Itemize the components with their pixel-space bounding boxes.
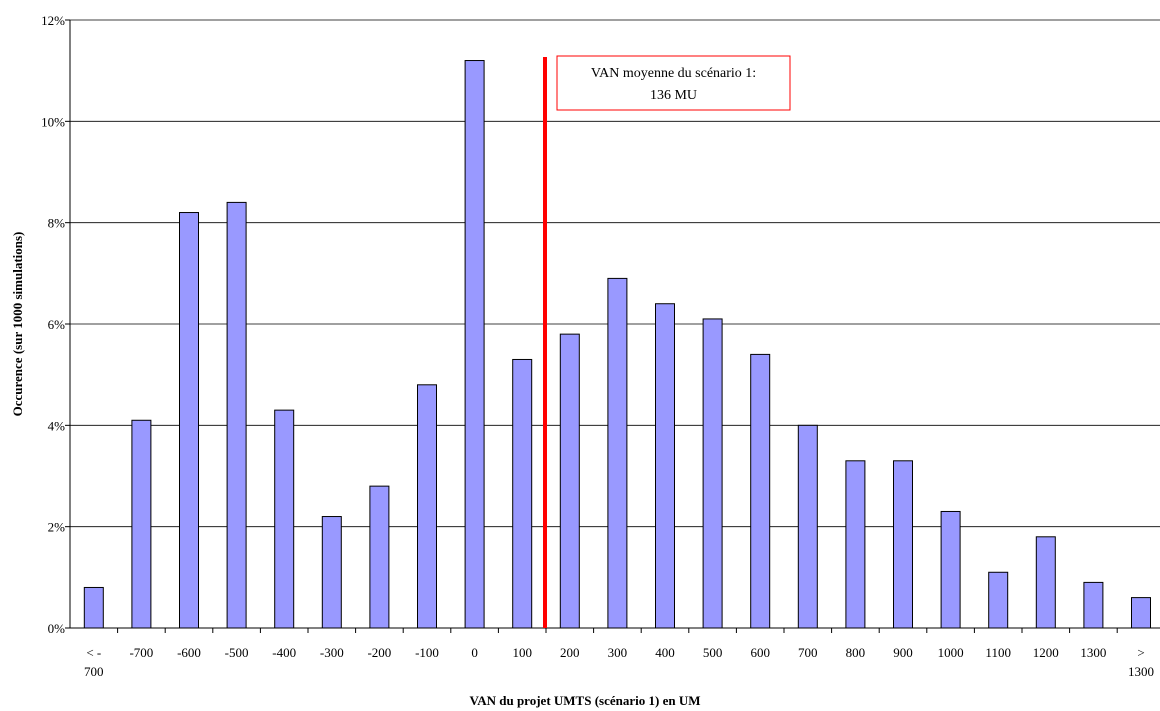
x-tick-label: 1000 — [938, 645, 964, 660]
y-tick-label: 6% — [48, 317, 66, 332]
x-tick-label: 600 — [750, 645, 770, 660]
bar — [274, 409, 295, 629]
bar — [226, 201, 247, 629]
bars — [83, 60, 1151, 629]
bar — [369, 485, 390, 629]
x-tick-label: 1300 — [1080, 645, 1106, 660]
bar — [988, 571, 1009, 629]
x-tick-label: -500 — [225, 645, 249, 660]
y-tick-label: 12% — [41, 13, 65, 28]
bar — [83, 586, 104, 629]
bar — [1131, 597, 1151, 629]
bar — [417, 384, 437, 629]
y-axis-title: Occurence (sur 1000 simulations) — [10, 232, 25, 417]
bar — [940, 510, 961, 629]
x-tick-label: -200 — [367, 645, 391, 660]
bar — [655, 303, 675, 629]
y-tick-label: 8% — [48, 216, 66, 231]
bar — [321, 516, 342, 629]
bar — [131, 419, 152, 629]
y-tick-label: 2% — [48, 520, 66, 535]
x-tick-label: 200 — [560, 645, 580, 660]
x-tick-label: 1200 — [1033, 645, 1059, 660]
x-tick-label: 300 — [608, 645, 628, 660]
x-tick-label: 1100 — [985, 645, 1011, 660]
y-tick-label: 4% — [48, 418, 66, 433]
x-tick-label: 900 — [893, 645, 913, 660]
bar — [893, 460, 913, 629]
bar — [1083, 581, 1104, 629]
bar — [179, 212, 199, 629]
x-axis-title: VAN du projet UMTS (scénario 1) en UM — [470, 693, 701, 708]
x-tick-label: -700 — [129, 645, 153, 660]
x-tick-label: -400 — [272, 645, 296, 660]
x-tick-label: -100 — [415, 645, 439, 660]
bar — [750, 353, 771, 629]
bar — [1035, 536, 1056, 629]
bar — [512, 358, 533, 629]
mean-label-box — [556, 55, 791, 111]
mean-label-line-2: 136 MU — [650, 88, 697, 103]
mean-label-line-1: VAN moyenne du scénario 1: — [591, 66, 756, 81]
x-tick-labels: < - 700 -700 -600 -500 -400 -300 -200 -100 0 100 20… — [84, 628, 1154, 679]
bar — [845, 460, 866, 629]
x-tick-label: -600 — [177, 645, 201, 660]
x-tick-label: -300 — [320, 645, 344, 660]
x-tick-label: 0 — [471, 645, 478, 660]
bar — [464, 60, 485, 629]
bar — [559, 333, 580, 629]
x-tick-label: 800 — [846, 645, 866, 660]
y-tick-labels: 0% 2% 4% 6% 8% 10% 12% — [41, 13, 70, 636]
x-tick-label: < - — [86, 645, 101, 660]
bar — [607, 277, 628, 629]
x-tick-label: 400 — [655, 645, 675, 660]
x-tick-label: 700 — [84, 664, 104, 679]
y-tick-label: 0% — [48, 621, 66, 636]
x-tick-label: 700 — [798, 645, 818, 660]
x-tick-label: > — [1137, 645, 1144, 660]
y-tick-label: 10% — [41, 114, 65, 129]
x-tick-label: 100 — [512, 645, 532, 660]
bar — [702, 318, 723, 629]
mean-annotation: VAN moyenne du scénario 1: 136 MU — [543, 55, 791, 628]
x-tick-label: 1300 — [1128, 664, 1154, 679]
x-tick-label: 500 — [703, 645, 723, 660]
bar — [797, 424, 818, 629]
